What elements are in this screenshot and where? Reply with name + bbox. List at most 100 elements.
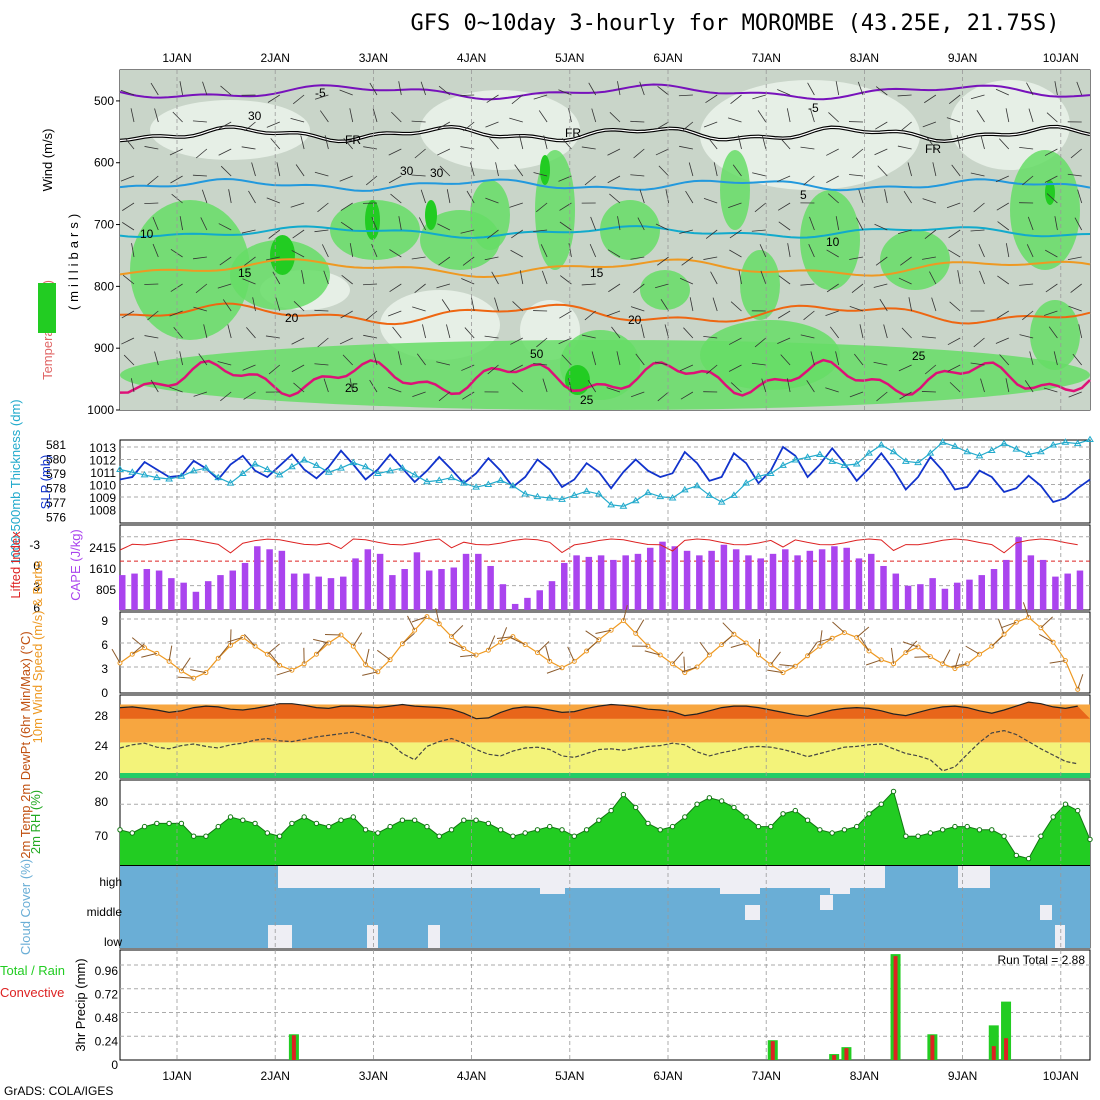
precip-convective-bar: [1004, 1038, 1009, 1060]
wind-barb: [201, 189, 208, 204]
run-total-label: Run Total = 2.88: [997, 953, 1085, 967]
wind-barb: [1067, 256, 1082, 261]
cloud-clear-middle: [745, 905, 760, 920]
wind-barb: [1021, 310, 1034, 321]
wind-barb-10m: [721, 633, 735, 645]
wind-barb: [657, 86, 669, 96]
thickness-tick: 576: [46, 511, 66, 525]
contour-label: 10: [140, 227, 154, 241]
wind-barb: [835, 216, 840, 231]
rh-point: [473, 817, 479, 823]
thickness-point: [766, 469, 775, 477]
wind-barb: [390, 193, 402, 204]
wind-barb: [900, 121, 912, 132]
wind-barb: [1078, 324, 1083, 339]
wind-barb-10m: [244, 633, 256, 647]
date-label-bottom: 2JAN: [261, 1069, 290, 1083]
wind-barb: [568, 243, 572, 258]
rh-point: [289, 820, 295, 827]
wind-barb: [535, 202, 548, 213]
thickness-point: [742, 479, 751, 486]
wind-barb: [908, 297, 912, 312]
thickness-point: [852, 460, 861, 467]
precip-tick: 0.96: [95, 964, 119, 978]
thickness-point: [594, 489, 603, 497]
wind-barb: [849, 391, 864, 398]
precip-total-bar: [1001, 1001, 1012, 1060]
wind-barb-10m: [269, 652, 281, 666]
wind-barb: [907, 162, 912, 177]
wind-barb: [491, 271, 499, 285]
wind-barb: [633, 148, 645, 159]
date-label-top: 5JAN: [555, 51, 584, 65]
wind-barb: [339, 89, 353, 96]
wind-barb: [558, 89, 572, 96]
cloud-clear-middle: [820, 895, 833, 910]
date-label-top: 10JAN: [1043, 51, 1079, 65]
slp-tick: 1010: [89, 479, 116, 493]
wind-barb: [956, 135, 961, 150]
cape-bar: [708, 550, 715, 610]
wind-barb: [973, 337, 985, 348]
thickness-point: [865, 449, 873, 456]
date-label-top: 6JAN: [653, 51, 682, 65]
rh-point: [1001, 833, 1007, 839]
rh-point: [461, 817, 467, 823]
wind-barb: [272, 271, 281, 285]
wind-barb: [737, 135, 742, 150]
wind-barb: [349, 378, 354, 393]
precip-tick: 0.48: [95, 1011, 119, 1025]
rh-point: [731, 804, 737, 811]
rh-point: [620, 791, 627, 798]
thickness-point: [1012, 445, 1021, 452]
rh-point: [166, 820, 172, 827]
cape-bar: [1027, 555, 1035, 610]
wind-barb: [172, 111, 183, 123]
rh-point: [301, 814, 307, 820]
wind-barb: [826, 175, 839, 183]
pressure-tick: 600: [94, 156, 114, 170]
wind-barb: [362, 283, 378, 286]
wind-barb: [372, 108, 378, 123]
cape-bar: [843, 547, 850, 610]
wind-barb: [487, 364, 499, 375]
thickness-point: [1061, 438, 1070, 445]
cape-bar: [561, 562, 568, 610]
date-label-bottom: 7JAN: [752, 1069, 781, 1083]
wind-barb-10m: [767, 669, 784, 674]
wind-barb: [1024, 380, 1034, 393]
wind-barb: [301, 270, 305, 285]
wind-barb: [533, 172, 548, 177]
wind-barb: [363, 146, 378, 150]
wind-barb: [192, 174, 207, 177]
wind-barb: [290, 117, 305, 123]
cape-bar: [720, 544, 728, 610]
wind-barb: [349, 243, 354, 258]
thickness-point: [914, 458, 922, 466]
wind-barb: [681, 121, 694, 132]
thickness-point: [607, 500, 616, 508]
thickness-point: [373, 469, 382, 477]
thickness-point: [324, 468, 333, 475]
li-ylabel: Lifted Index: [8, 531, 23, 599]
cape-bar: [597, 555, 605, 610]
contour-label: 25: [912, 349, 926, 363]
wind-barb: [835, 81, 840, 96]
wind-barb: [705, 229, 718, 239]
wind-barb: [340, 310, 353, 319]
footer-credit: GrADS: COLA/IGES: [4, 1084, 113, 1098]
wind-barb: [512, 382, 524, 393]
cape-bar: [290, 573, 298, 610]
wind-barb: [948, 229, 961, 239]
cape-bar: [953, 582, 961, 610]
wind-barb: [437, 121, 451, 130]
wind-barb-10m: [816, 637, 833, 643]
wind-barb: [728, 202, 742, 208]
wind-barb: [738, 270, 742, 285]
isotherm-15: [119, 258, 1091, 279]
wind-barb: [439, 165, 451, 177]
rh-point: [375, 830, 381, 836]
wind-barb: [924, 94, 937, 104]
wind-barb: [217, 361, 232, 366]
wind-barb: [317, 337, 329, 348]
